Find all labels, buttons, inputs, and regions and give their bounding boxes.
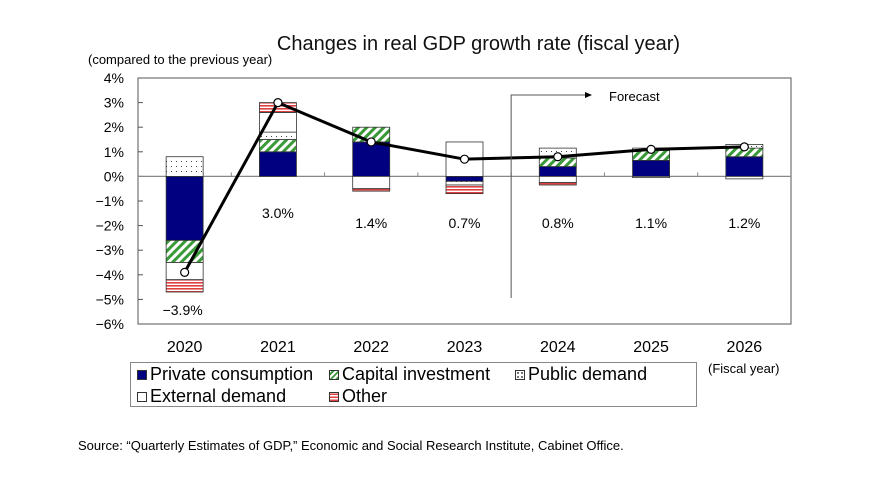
y-tick-label: 4% <box>104 70 124 86</box>
legend-swatch-external <box>137 391 147 402</box>
bar-other <box>165 279 204 293</box>
y-tick-label: −2% <box>96 218 124 234</box>
x-tick-label: 2024 <box>540 339 576 356</box>
y-tick-label: −5% <box>96 291 124 307</box>
bar-public-demand <box>445 180 484 186</box>
gdp-point <box>366 137 376 147</box>
gdp-point <box>273 97 283 108</box>
y-tick-label: −6% <box>96 316 124 332</box>
x-axis-label: (Fiscal year) <box>708 361 780 376</box>
legend-label: Public demand <box>528 364 648 384</box>
source-note: Source: “Quarterly Estimates of GDP,” Ec… <box>78 438 624 453</box>
data-label: 1.2% <box>728 215 760 231</box>
legend-item-external-demand: External demand <box>137 386 286 407</box>
forecast-divider <box>510 94 585 298</box>
bar-public-demand <box>165 156 204 177</box>
bar-private-consumption <box>538 166 577 177</box>
bar-private-consumption <box>725 156 764 177</box>
legend-item-private-consumption: Private consumption <box>137 364 313 385</box>
bar-other <box>538 182 577 186</box>
data-label: 1.4% <box>355 215 387 231</box>
bar-private-consumption <box>445 175 484 182</box>
y-tick-label: −4% <box>96 267 124 283</box>
bar-private-consumption <box>165 175 204 241</box>
bar-other <box>352 188 391 192</box>
legend-label: External demand <box>150 386 287 406</box>
y-tick-label: 2% <box>104 119 124 135</box>
legend-label: Other <box>342 386 388 406</box>
legend-swatch-other <box>329 391 339 402</box>
bar-other <box>445 184 484 195</box>
x-tick-label: 2020 <box>167 339 203 356</box>
forecast-annotation: Forecast <box>609 89 660 104</box>
gdp-point <box>646 144 656 154</box>
bar-external-demand <box>352 175 391 190</box>
data-label: 1.1% <box>635 215 667 231</box>
bar-external-demand <box>538 175 577 183</box>
y-tick-label: 1% <box>104 144 124 160</box>
legend-item-capital-investment: Capital investment <box>329 364 490 385</box>
gdp-point <box>180 267 190 277</box>
y-tick-label: −3% <box>96 242 124 258</box>
legend-swatch-capital <box>329 369 339 380</box>
x-tick-label: 2025 <box>633 339 669 356</box>
forecast-arrow-icon <box>585 92 592 98</box>
gdp-point <box>553 152 563 162</box>
bar-private-consumption <box>632 160 670 177</box>
y-tick-label: 0% <box>104 168 124 184</box>
x-tick-label: 2021 <box>260 339 296 356</box>
bar-external-demand <box>725 175 764 180</box>
chart-title: Changes in real GDP growth rate (fiscal … <box>276 33 681 55</box>
legend-item-other: Other <box>329 386 387 407</box>
bar-private-consumption <box>259 151 297 177</box>
legend-label: Capital investment <box>342 364 491 384</box>
x-tick-label: 2023 <box>447 339 483 356</box>
y-tick-label: 3% <box>104 95 124 111</box>
bar-capital-investment <box>259 139 297 153</box>
legend: Private consumption Capital investment P… <box>130 362 697 407</box>
bar-public-demand <box>259 131 297 140</box>
data-label: −3.9% <box>163 302 203 318</box>
y-tick-label: −1% <box>96 193 124 209</box>
data-label: 0.8% <box>542 215 574 231</box>
bar-external-demand <box>632 175 670 179</box>
data-label: 0.7% <box>449 215 481 231</box>
x-tick-label: 2026 <box>727 339 763 356</box>
data-label: 3.0% <box>262 205 294 221</box>
gdp-point <box>459 154 470 164</box>
x-tick-label: 2022 <box>353 339 389 356</box>
bar-private-consumption <box>352 141 391 177</box>
y-axis-label: (compared to the previous year) <box>88 52 273 67</box>
legend-item-public-demand: Public demand <box>515 364 647 385</box>
legend-label: Private consumption <box>150 364 314 384</box>
plot-frame <box>137 77 792 325</box>
legend-swatch-private <box>137 369 147 380</box>
legend-swatch-public <box>515 369 525 380</box>
gdp-point <box>739 142 749 152</box>
